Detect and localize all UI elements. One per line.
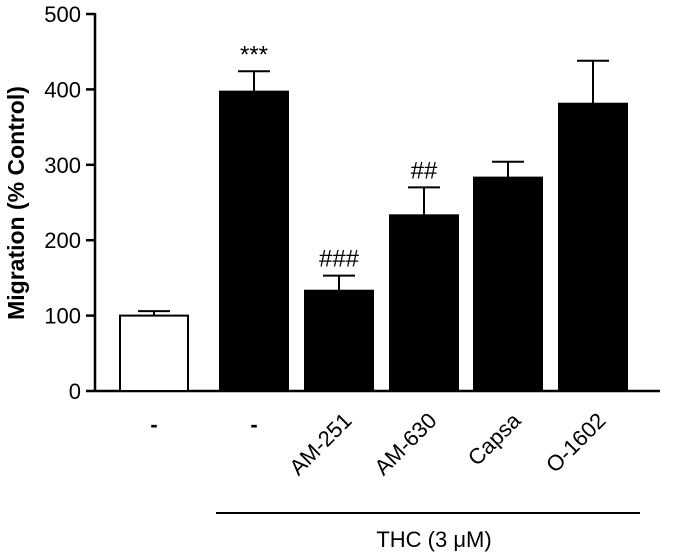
bar bbox=[473, 176, 543, 392]
y-axis-title: Migration (% Control) bbox=[3, 86, 29, 320]
group-label: THC (3 μM) bbox=[376, 527, 491, 552]
significance-label: *** bbox=[240, 41, 268, 68]
category-labels: - - AM-251 AM-630 Capsa O-1602 bbox=[150, 407, 610, 480]
bar bbox=[304, 289, 374, 392]
category-label: O-1602 bbox=[541, 408, 611, 478]
bar bbox=[389, 214, 459, 392]
y-tick-label: 400 bbox=[44, 77, 81, 102]
y-tick-label: 0 bbox=[69, 379, 81, 404]
significance-label: ## bbox=[411, 157, 438, 184]
bars: ***##### bbox=[119, 41, 628, 393]
category-label: - bbox=[250, 412, 257, 437]
bar bbox=[119, 314, 189, 393]
bar bbox=[558, 102, 628, 392]
bar bbox=[219, 90, 289, 393]
y-tick-label: 300 bbox=[44, 153, 81, 178]
y-tick-label: 100 bbox=[44, 304, 81, 329]
y-tick-label: 500 bbox=[44, 2, 81, 27]
category-label: AM-251 bbox=[284, 408, 356, 480]
category-label: - bbox=[150, 412, 157, 437]
y-tick-label: 200 bbox=[44, 228, 81, 253]
category-label: Capsa bbox=[463, 407, 526, 470]
significance-label: ### bbox=[319, 246, 360, 273]
category-label: AM-630 bbox=[369, 408, 441, 480]
